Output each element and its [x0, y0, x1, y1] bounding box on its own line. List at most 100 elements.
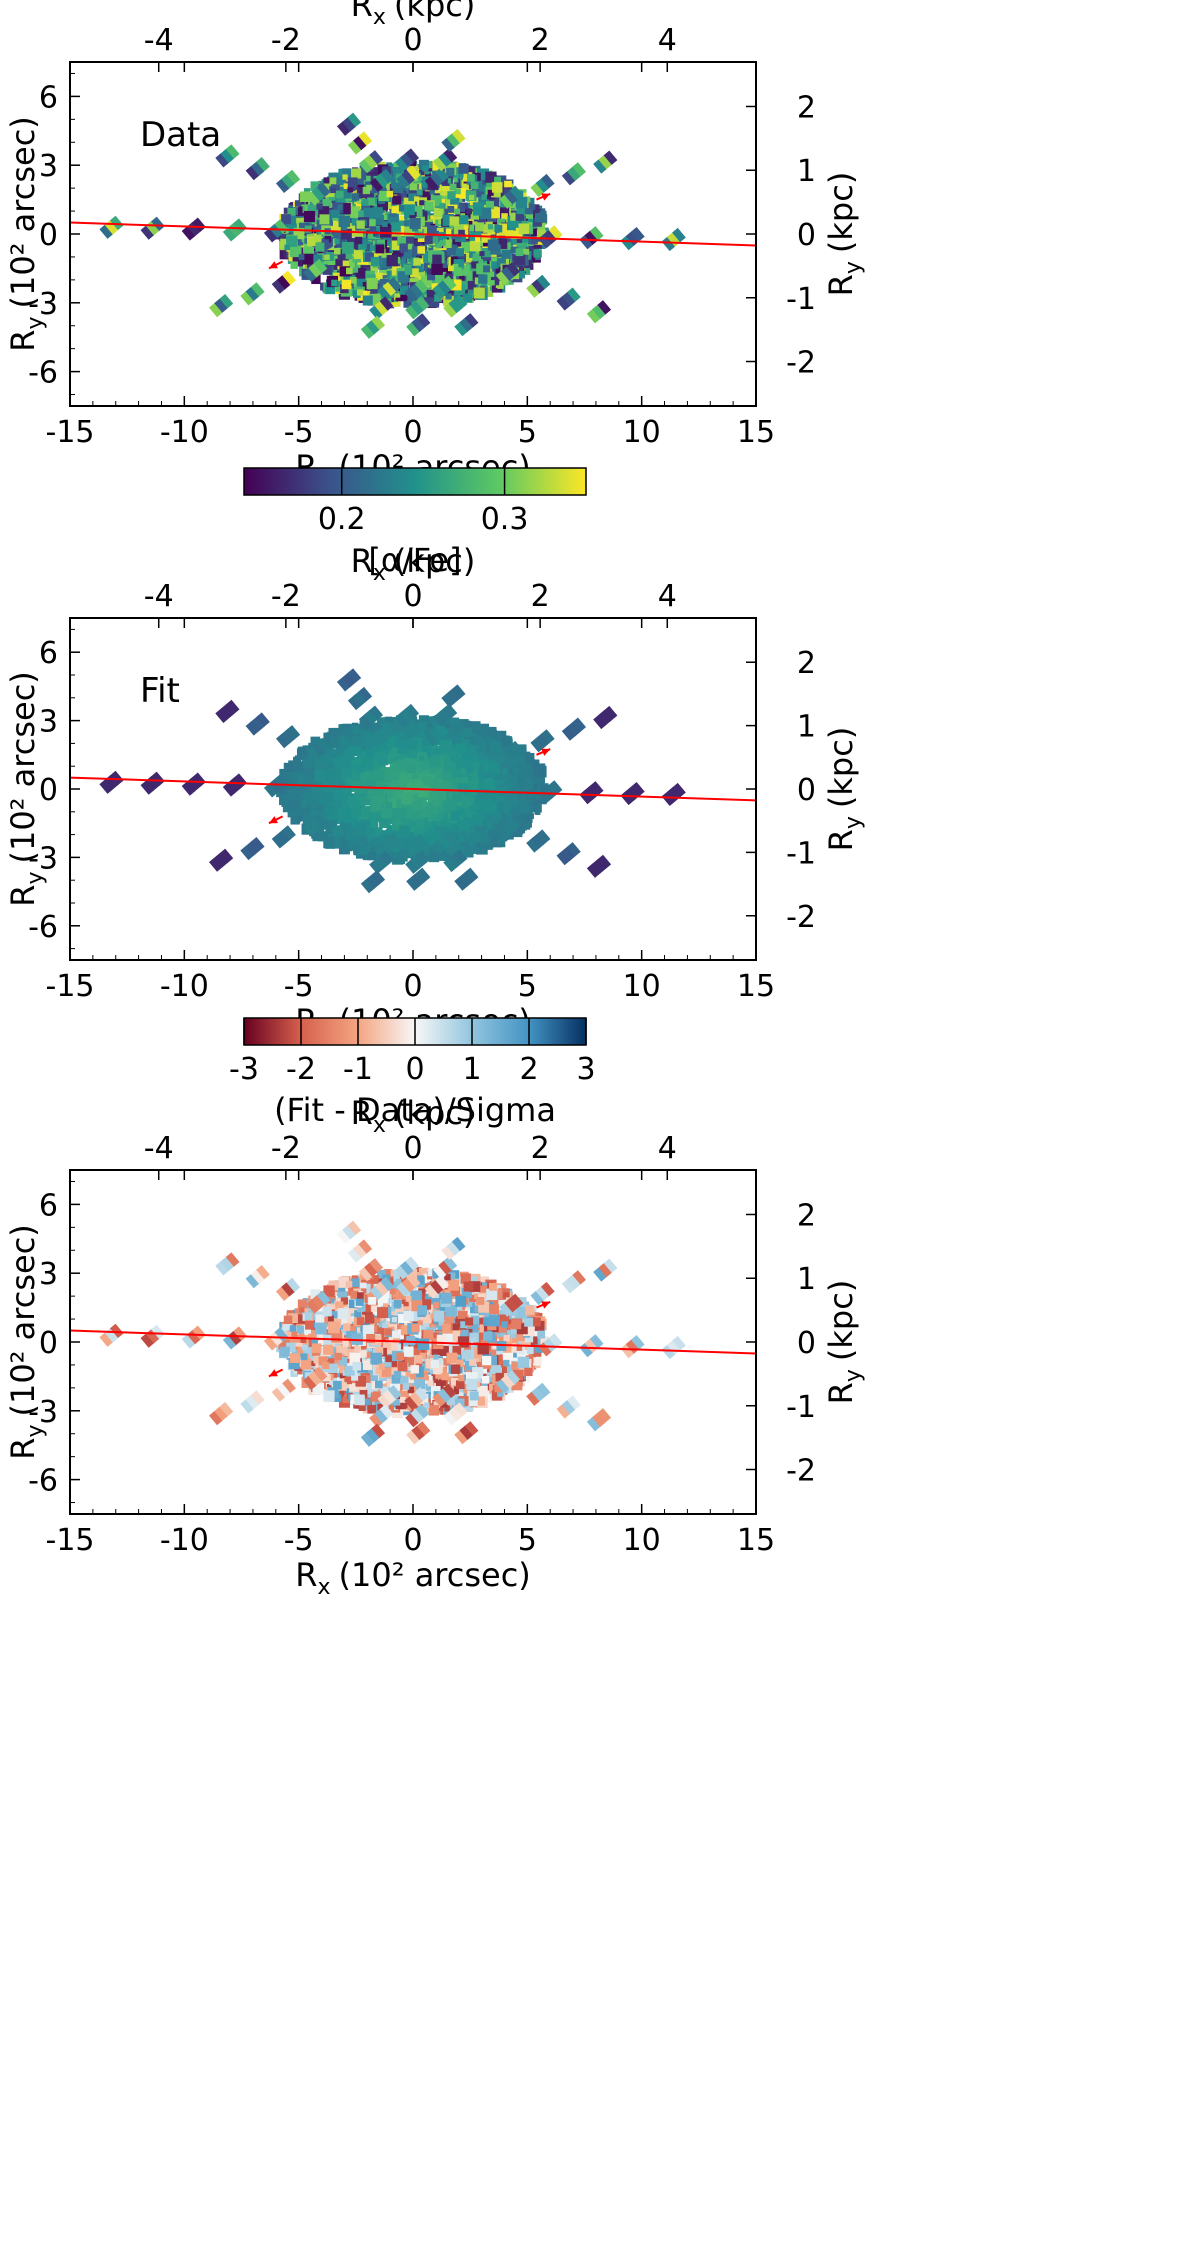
map-pixel — [495, 819, 504, 829]
map-pixel — [339, 186, 352, 199]
map-pixel — [331, 758, 339, 766]
map-pixel — [315, 249, 323, 257]
arrow-head — [541, 193, 551, 201]
map-pixel — [480, 786, 487, 792]
map-pixel — [433, 156, 447, 172]
map-pixel — [452, 792, 462, 802]
field-tile — [593, 150, 618, 174]
map-pixel — [592, 304, 606, 319]
map-pixel — [316, 203, 323, 210]
map-pixel — [417, 767, 423, 773]
map-pixel — [369, 150, 384, 165]
map-pixel — [325, 209, 334, 218]
map-pixel — [536, 274, 551, 290]
map-pixel — [367, 851, 377, 861]
map-pixel — [460, 768, 468, 776]
map-pixel — [368, 232, 374, 239]
map-pixel — [404, 768, 410, 774]
field-tile — [99, 215, 124, 239]
map-pixel — [444, 852, 451, 859]
field-tile — [424, 167, 449, 191]
map-pixel — [335, 748, 344, 757]
field-tile — [499, 185, 524, 209]
map-pixel — [363, 267, 371, 274]
map-pixel — [340, 744, 349, 752]
map-pixel — [319, 256, 331, 268]
map-pixel — [391, 239, 402, 251]
map-pixel — [534, 210, 547, 223]
map-pixel — [350, 276, 357, 284]
map-pixel — [423, 822, 429, 828]
map-pixel — [437, 280, 452, 295]
map-pixel — [461, 179, 472, 191]
map-pixel — [307, 204, 319, 216]
map-pixel — [282, 771, 290, 778]
map-pixel — [338, 764, 347, 772]
map-pixel — [395, 736, 406, 747]
map-pixel — [335, 744, 343, 752]
map-pixel — [389, 210, 397, 218]
map-pixel — [263, 228, 278, 243]
map-pixel — [431, 283, 439, 290]
map-pixel — [420, 760, 431, 771]
field-tile — [396, 165, 421, 189]
map-pixel — [219, 294, 234, 309]
map-pixel — [511, 826, 523, 838]
map-pixel — [228, 222, 242, 238]
map-pixel — [346, 219, 357, 231]
map-pixel — [222, 227, 237, 242]
map-pixel — [483, 265, 491, 273]
map-pixel — [487, 239, 499, 251]
map-pixel — [317, 787, 328, 797]
map-pixel — [354, 792, 362, 800]
colorbar-tick-label: 0.3 — [481, 502, 529, 537]
map-pixel — [466, 173, 475, 182]
y-axis-title-subscript: y — [23, 317, 48, 330]
map-pixel — [410, 300, 425, 315]
map-pixel — [536, 229, 546, 239]
map-pixel — [312, 829, 325, 842]
map-pixel — [430, 171, 444, 187]
map-pixel — [598, 154, 613, 170]
map-pixel — [302, 253, 314, 265]
map-pixel — [407, 833, 415, 840]
map-pixel — [503, 806, 510, 813]
map-pixel — [359, 187, 365, 194]
map-pixel — [361, 199, 369, 206]
map-pixel — [472, 813, 484, 825]
map-pixel — [429, 769, 437, 777]
map-pixel — [490, 276, 500, 286]
map-pixel — [334, 238, 340, 244]
map-pixel — [441, 267, 452, 279]
map-pixel — [429, 779, 439, 789]
map-pixel — [430, 832, 441, 843]
map-pixel — [491, 261, 499, 269]
map-pixel — [451, 229, 462, 240]
map-pixel — [455, 272, 465, 282]
map-pixel — [391, 266, 402, 277]
map-pixel — [361, 201, 371, 211]
map-pixel — [399, 204, 406, 212]
map-pixel — [343, 183, 350, 189]
map-pixel — [494, 768, 507, 780]
map-pixel — [460, 776, 469, 785]
map-pixel — [458, 229, 465, 237]
map-pixel — [379, 781, 392, 793]
map-pixel — [419, 200, 425, 206]
y-axis-title-unit: (10² arcsec) — [4, 116, 42, 308]
map-pixel — [316, 182, 331, 197]
map-pixel — [411, 747, 423, 759]
x-tick-label: 0 — [403, 415, 422, 450]
map-pixel — [280, 238, 290, 249]
map-pixel — [522, 204, 533, 215]
map-pixel — [355, 262, 365, 272]
map-pixel — [427, 798, 435, 806]
map-pixel — [461, 797, 471, 807]
map-pixel — [456, 203, 466, 213]
map-pixel — [397, 236, 406, 246]
map-pixel — [488, 267, 496, 275]
map-pixel — [275, 178, 290, 193]
map-pixel — [470, 181, 479, 190]
map-pixel — [359, 836, 368, 845]
